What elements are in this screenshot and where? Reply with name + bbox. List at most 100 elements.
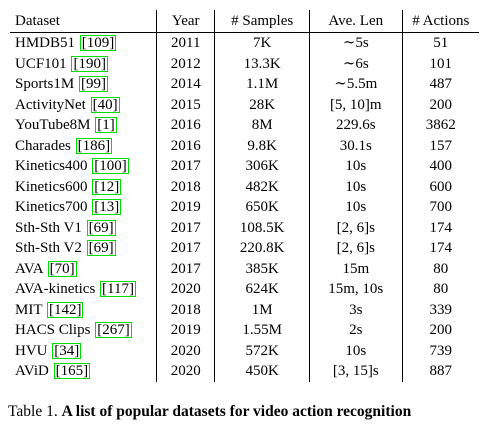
citation-link[interactable]: [109]	[79, 35, 117, 51]
cell-samples: 1.55M	[214, 320, 310, 341]
citation-link[interactable]: [34]	[52, 342, 82, 359]
cell-dataset: Kinetics400 [100]	[10, 156, 158, 177]
cell-actions: 101	[429, 55, 453, 72]
dataset-name: AVA-kinetics	[15, 281, 96, 297]
cell-year: 2015	[156, 94, 216, 115]
table-row: Charades [186] 2016 9.8K 30.1s 157	[10, 135, 479, 156]
table-row: YouTube8M [1] 2016 8M 229.6s 3862	[10, 115, 479, 136]
cell-ave-len: [5, 10]m	[309, 94, 403, 115]
cell-dataset: AVA [70]	[10, 258, 158, 279]
cell-samples: 306K	[214, 156, 310, 177]
cell-samples: 482K	[214, 176, 310, 197]
citation-link[interactable]: [1]	[95, 117, 117, 133]
citation-number: 99	[85, 76, 101, 92]
cell-dataset: Kinetics700 [13]	[10, 197, 158, 218]
cell-actions: 80	[433, 260, 449, 277]
citation-link[interactable]: [165]	[53, 363, 91, 379]
header-row: Dataset Year # Samples Ave. Len # Action…	[10, 10, 479, 33]
citation-link[interactable]: [186]	[75, 137, 113, 154]
table-row: HMDB51 [109] 2011 7K ∼5s 51	[10, 32, 479, 54]
cell-actions: 700	[429, 199, 453, 215]
citation-link[interactable]: [99]	[78, 76, 108, 92]
table-row: ActivityNet [40] 2015 28K [5, 10]m 200	[10, 94, 479, 115]
caption-title: A list of popular datasets for video act…	[61, 403, 412, 420]
cell-actions: 739	[429, 342, 453, 359]
cell-year: 2017	[156, 217, 216, 238]
cell-ave-len: 3s	[309, 299, 403, 320]
table-row: Sports1M [99] 2014 1.1M ∼5.5m 487	[10, 74, 479, 95]
cell-year: 2017	[156, 156, 216, 177]
citation-link[interactable]: [70]	[47, 260, 77, 277]
cell-samples: 7K	[214, 32, 310, 54]
cell-ave-len: 30.1s	[309, 135, 403, 156]
table-body: HMDB51 [109] 2011 7K ∼5s 51 UCF101 [190] 2012 1…	[10, 32, 479, 382]
cell-actions: 600	[429, 178, 453, 195]
citation-number: 13	[99, 199, 115, 215]
cell-samples: 385K	[214, 258, 310, 279]
cell-year: 2018	[156, 299, 216, 320]
cell-actions: 887	[429, 363, 453, 379]
cell-ave-len: 10s	[309, 340, 403, 361]
cell-year: 2020	[156, 279, 216, 300]
table-row: AVA [70] 2017 385K 15m 80	[10, 258, 479, 279]
table-row: HACS Clips [267] 2019 1.55M 2s 200	[10, 320, 479, 341]
citation-link[interactable]: [190]	[71, 55, 108, 72]
caption-prefix: Table 1.	[8, 403, 62, 420]
cell-actions: 51	[433, 35, 449, 51]
dataset-name: Kinetics400	[15, 158, 88, 174]
cell-samples: 1M	[214, 299, 310, 320]
cell-dataset: Sth-Sth V1 [69]	[10, 217, 158, 238]
cell-samples: 572K	[214, 340, 310, 361]
cell-ave-len: 15m, 10s	[309, 279, 403, 300]
cell-ave-len: 15m	[309, 258, 403, 279]
dataset-name: YouTube8M	[15, 117, 91, 133]
cell-actions: 157	[429, 137, 453, 154]
cell-dataset: HACS Clips [267]	[10, 320, 158, 341]
citation-link[interactable]: [69]	[86, 240, 116, 256]
dataset-name: Sth-Sth V1	[15, 219, 82, 236]
cell-year: 2020	[156, 361, 216, 382]
table-row: Sth-Sth V1 [69] 2017 108.5K [2, 6]s 174	[10, 217, 479, 238]
citation-number: 70	[54, 260, 70, 277]
cell-dataset: ActivityNet [40]	[10, 94, 158, 115]
citation-link[interactable]: [142]	[46, 301, 84, 318]
cell-samples: 650K	[214, 197, 310, 218]
cell-ave-len: ∼5s	[309, 32, 403, 54]
table-row: Sth-Sth V2 [69] 2017 220.8K [2, 6]s 174	[10, 238, 479, 259]
cell-year: 2017	[156, 258, 216, 279]
cell-actions: 200	[429, 322, 453, 338]
cell-dataset: Sports1M [99]	[10, 74, 158, 95]
table-row: Kinetics400 [100] 2017 306K 10s 400	[10, 156, 479, 177]
cell-actions: 339	[429, 301, 453, 318]
cell-samples: 624K	[214, 279, 310, 300]
cell-year: 2012	[156, 53, 216, 74]
cell-year: 2018	[156, 176, 216, 197]
cell-dataset: AVA-kinetics [117]	[10, 279, 158, 300]
citation-link[interactable]: [13]	[92, 199, 122, 215]
table-row: Kinetics600 [12] 2018 482K 10s 600	[10, 176, 479, 197]
header-year: Year	[156, 10, 216, 33]
dataset-name: Charades	[15, 137, 71, 154]
cell-samples: 108.5K	[214, 217, 310, 238]
cell-ave-len: ∼6s	[309, 53, 403, 74]
header-dataset: Dataset	[10, 10, 158, 33]
citation-link[interactable]: [267]	[95, 322, 132, 338]
citation-number: 12	[99, 178, 115, 195]
citation-number: 69	[93, 240, 109, 256]
citation-link[interactable]: [100]	[92, 158, 129, 174]
cell-actions: 174	[429, 219, 453, 236]
citation-link[interactable]: [12]	[92, 178, 122, 195]
cell-actions: 174	[429, 240, 453, 256]
citation-link[interactable]: [117]	[100, 281, 136, 297]
dataset-name: HMDB51	[15, 35, 76, 51]
citation-link[interactable]: [40]	[90, 96, 120, 113]
citation-number: 34	[59, 342, 75, 359]
dataset-name: ActivityNet	[15, 96, 86, 113]
cell-ave-len: [2, 6]s	[309, 217, 403, 238]
cell-year: 2016	[156, 115, 216, 136]
cell-year: 2014	[156, 74, 216, 95]
citation-link[interactable]: [69]	[86, 219, 116, 236]
table-row: MIT [142] 2018 1M 3s 339	[10, 299, 479, 320]
cell-ave-len: 2s	[309, 320, 403, 341]
dataset-name: AViD	[15, 363, 49, 379]
